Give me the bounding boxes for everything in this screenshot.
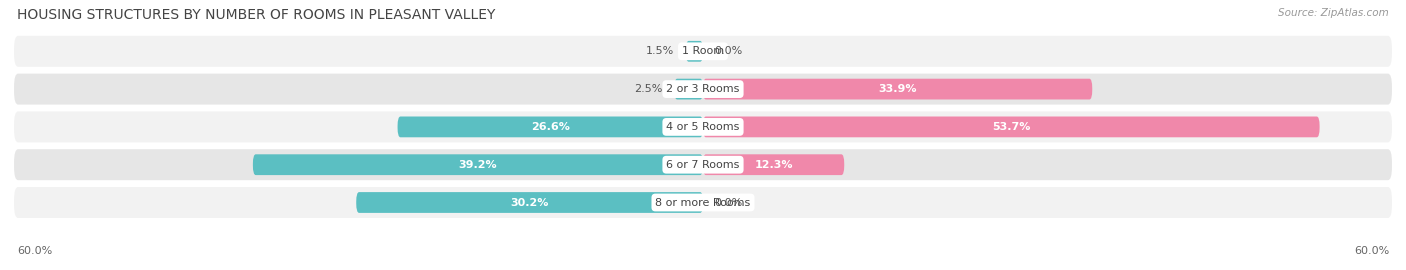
Legend: Owner-occupied, Renter-occupied: Owner-occupied, Renter-occupied bbox=[585, 268, 821, 270]
Text: 39.2%: 39.2% bbox=[458, 160, 498, 170]
FancyBboxPatch shape bbox=[703, 154, 844, 175]
FancyBboxPatch shape bbox=[253, 154, 703, 175]
Text: 0.0%: 0.0% bbox=[714, 197, 742, 208]
FancyBboxPatch shape bbox=[14, 112, 1392, 142]
Text: 12.3%: 12.3% bbox=[755, 160, 793, 170]
Text: 26.6%: 26.6% bbox=[531, 122, 569, 132]
FancyBboxPatch shape bbox=[686, 41, 703, 62]
FancyBboxPatch shape bbox=[398, 117, 703, 137]
Text: 0.0%: 0.0% bbox=[714, 46, 742, 56]
FancyBboxPatch shape bbox=[703, 117, 1320, 137]
Text: 60.0%: 60.0% bbox=[17, 246, 52, 256]
FancyBboxPatch shape bbox=[14, 74, 1392, 104]
FancyBboxPatch shape bbox=[675, 79, 703, 99]
Text: 30.2%: 30.2% bbox=[510, 197, 548, 208]
Text: 8 or more Rooms: 8 or more Rooms bbox=[655, 197, 751, 208]
Text: 4 or 5 Rooms: 4 or 5 Rooms bbox=[666, 122, 740, 132]
Text: 1 Room: 1 Room bbox=[682, 46, 724, 56]
Text: 60.0%: 60.0% bbox=[1354, 246, 1389, 256]
Text: 2 or 3 Rooms: 2 or 3 Rooms bbox=[666, 84, 740, 94]
Text: Source: ZipAtlas.com: Source: ZipAtlas.com bbox=[1278, 8, 1389, 18]
Text: 6 or 7 Rooms: 6 or 7 Rooms bbox=[666, 160, 740, 170]
Text: 2.5%: 2.5% bbox=[634, 84, 662, 94]
FancyBboxPatch shape bbox=[14, 149, 1392, 180]
Text: 1.5%: 1.5% bbox=[645, 46, 675, 56]
FancyBboxPatch shape bbox=[703, 79, 1092, 99]
FancyBboxPatch shape bbox=[356, 192, 703, 213]
FancyBboxPatch shape bbox=[14, 187, 1392, 218]
Text: 33.9%: 33.9% bbox=[879, 84, 917, 94]
Text: HOUSING STRUCTURES BY NUMBER OF ROOMS IN PLEASANT VALLEY: HOUSING STRUCTURES BY NUMBER OF ROOMS IN… bbox=[17, 8, 495, 22]
FancyBboxPatch shape bbox=[14, 36, 1392, 67]
Text: 53.7%: 53.7% bbox=[993, 122, 1031, 132]
